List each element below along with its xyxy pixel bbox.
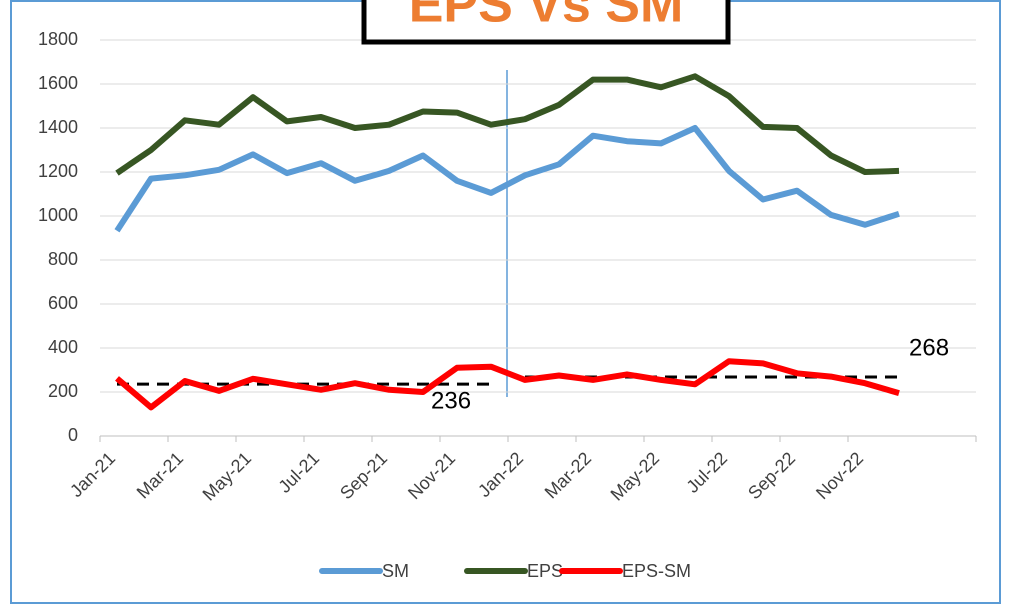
y-tick-label: 200: [48, 381, 78, 401]
legend-label: SM: [382, 561, 409, 581]
series-line: [114, 125, 900, 233]
y-tick-label: 600: [48, 293, 78, 313]
y-tick-label: 1600: [38, 73, 78, 93]
y-tick-label: 1800: [38, 29, 78, 49]
y-tick-label: 800: [48, 249, 78, 269]
chart-title: EPS Vs SM: [409, 0, 684, 34]
legend-label: EPS: [527, 561, 563, 581]
series-line: [115, 358, 900, 411]
title-box: [361, 0, 731, 45]
series-line: [115, 73, 900, 176]
chart-frame: [10, 0, 1001, 604]
y-tick-label: 1200: [38, 161, 78, 181]
y-tick-label: 1400: [38, 117, 78, 137]
legend-label: EPS-SM: [622, 561, 691, 581]
y-tick-label: 400: [48, 337, 78, 357]
y-tick-label: 0: [68, 425, 78, 445]
average-label: 268: [909, 334, 949, 361]
y-tick-label: 1000: [38, 205, 78, 225]
average-label: 236: [431, 387, 471, 414]
